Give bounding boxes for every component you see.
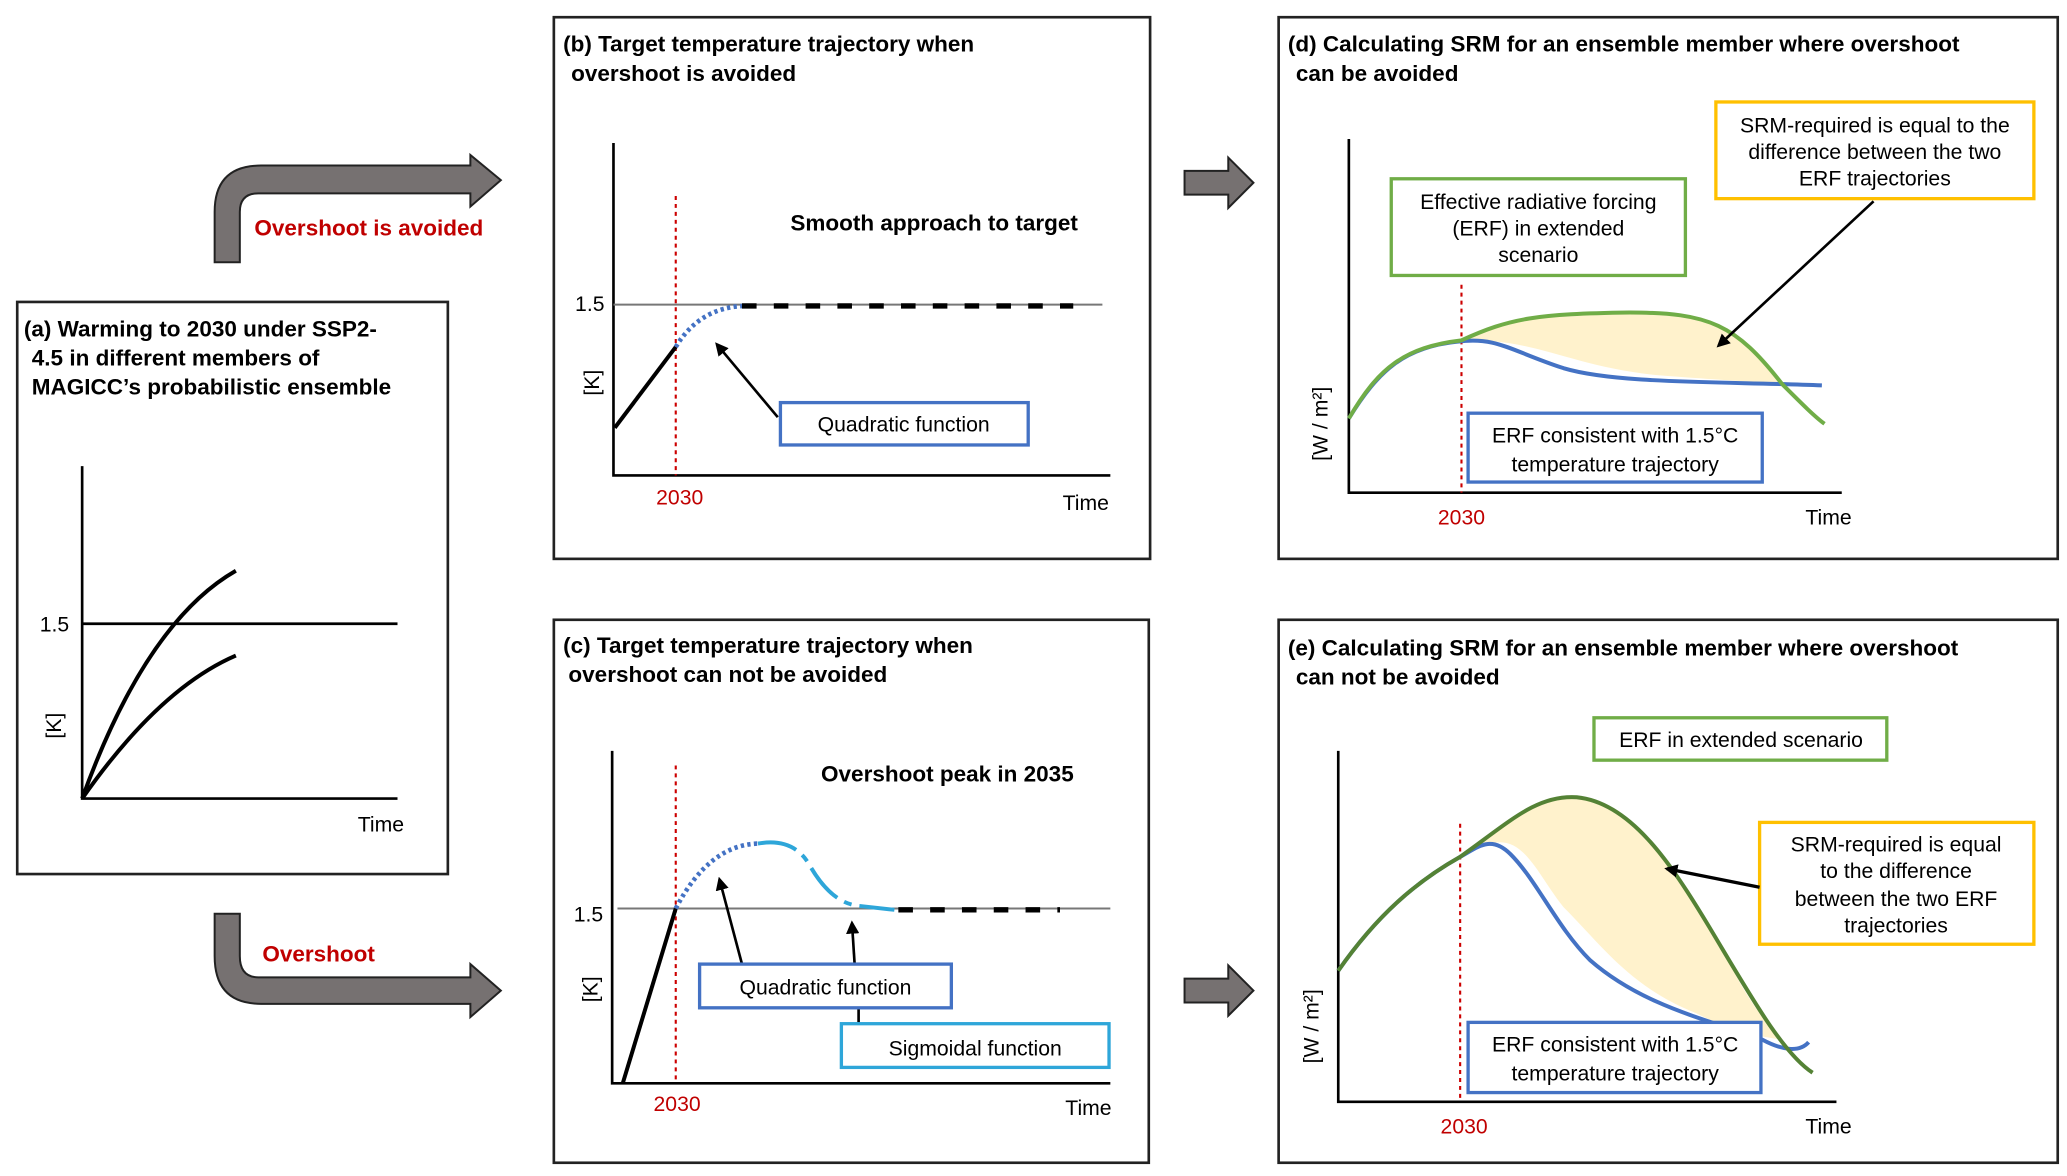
panel-e-y-label: [W / m²] [1300, 989, 1323, 1063]
panel-d-green-label-3: scenario [1498, 244, 1578, 267]
panel-d-green-label-1: Effective radiative forcing [1420, 191, 1656, 214]
panel-a-x-label: Time [358, 814, 404, 837]
panel-a-member-curve-low [80, 653, 237, 800]
panel-e-yellow-label-4: trajectories [1844, 914, 1948, 937]
overshoot-label: Overshoot [262, 941, 375, 966]
panel-a-y-label: [K] [43, 713, 66, 739]
overshoot-arrow [213, 912, 503, 1020]
panel-d-blue-label-2: temperature trajectory [1512, 453, 1720, 476]
panel-c-sigmoidal-label: Sigmoidal function [889, 1037, 1062, 1060]
overshoot-avoided-arrow [213, 152, 503, 264]
panel-c-x-tick: 2030 [653, 1093, 700, 1116]
panel-d-y-label: [W / m²] [1310, 387, 1333, 461]
panel-e-blue-label-2: temperature trajectory [1512, 1063, 1720, 1086]
panel-d-title-2: can be avoided [1296, 61, 1459, 86]
panel-a-title-2: 4.5 in different members of [32, 346, 320, 371]
panel-c-title-1: (c) Target temperature trajectory when [563, 633, 973, 658]
panel-b-y-tick: 1.5 [575, 293, 604, 316]
panel-d-srm-area [1461, 312, 1783, 385]
panel-d-blue-box [1466, 411, 1764, 484]
panel-e-green-label: ERF in extended scenario [1619, 729, 1863, 752]
panel-e-srm-area [1460, 797, 1783, 1040]
panel-b-y-label: [K] [581, 370, 604, 396]
panel-c-y-label: [K] [580, 976, 603, 1002]
panel-c-sigmoid-curve [757, 840, 895, 912]
panel-b-historical-line [613, 345, 678, 429]
arrow-c-to-e [1183, 963, 1255, 1019]
panel-e-erf-extended-curve [1336, 795, 1814, 1075]
panel-b-annotation: Smooth approach to target [790, 210, 1078, 235]
panel-c: (c) Target temperature trajectory when o… [552, 618, 1151, 1165]
panel-d-srm-pointer [1716, 200, 1875, 348]
panel-e-title-2: can not be avoided [1296, 665, 1500, 690]
panel-c-y-tick: 1.5 [574, 904, 603, 927]
panel-b-axes [612, 143, 1111, 477]
panel-c-title-2: overshoot can not be avoided [568, 662, 887, 687]
panel-e-srm-pointer [1664, 864, 1760, 889]
panel-d-yellow-label-1: SRM-required is equal to the [1740, 114, 2010, 137]
panel-c-axes [610, 750, 1111, 1085]
panel-e-axes [1336, 750, 1837, 1104]
panel-c-sigmoid-pointer [846, 920, 860, 965]
panel-d-yellow-label-2: difference between the two [1748, 141, 2001, 164]
panel-d-blue-label-1: ERF consistent with 1.5°C [1492, 424, 1738, 447]
panel-b-quadratic-box [778, 400, 1030, 447]
panel-c-quadratic-pointer [715, 876, 744, 965]
panel-b-x-tick: 2030 [656, 487, 703, 510]
panel-e-yellow-label-3: between the two ERF [1795, 888, 1998, 911]
panel-c-quadratic-curve [673, 841, 759, 910]
panel-d-yellow-box [1714, 100, 2036, 201]
panel-d-green-label-2: (ERF) in extended [1452, 218, 1624, 241]
panel-a-member-curve-high [80, 569, 237, 800]
overshoot-avoided-label: Overshoot is avoided [254, 216, 483, 241]
panel-e-blue-box [1466, 1020, 1763, 1095]
panel-a: (a) Warming to 2030 under SSP2- 4.5 in d… [15, 300, 450, 876]
panel-d-x-tick: 2030 [1438, 506, 1485, 529]
panel-c-sigmoidal-box [839, 1022, 1111, 1070]
panel-c-quadratic-label: Quadratic function [739, 977, 911, 1000]
arrow-b-to-d [1183, 155, 1255, 211]
panel-d-green-box [1389, 177, 1688, 278]
panel-e-title-1: (e) Calculating SRM for an ensemble memb… [1288, 636, 1959, 661]
panel-e-yellow-label-1: SRM-required is equal [1791, 834, 2002, 857]
panel-c-quadratic-box [697, 962, 954, 1010]
panel-e-x-label: Time [1805, 1116, 1851, 1139]
panel-d-x-label: Time [1805, 506, 1851, 529]
panel-e-yellow-box [1757, 820, 2036, 946]
panel-d: (d) Calculating SRM for an ensemble memb… [1277, 15, 2060, 561]
panel-d-yellow-label-3: ERF trajectories [1799, 167, 1951, 190]
panel-e-x-tick: 2030 [1441, 1116, 1488, 1139]
panel-e: (e) Calculating SRM for an ensemble memb… [1277, 618, 2060, 1165]
panel-b-pointer-arrow [715, 342, 779, 419]
panel-c-annotation: Overshoot peak in 2035 [821, 761, 1074, 786]
panel-b-quadratic-curve [673, 303, 745, 349]
panel-b: (b) Target temperature trajectory when o… [552, 15, 1152, 561]
panel-b-x-label: Time [1063, 492, 1109, 515]
panel-b-title-1: (b) Target temperature trajectory when [563, 32, 974, 57]
panel-e-blue-label-1: ERF consistent with 1.5°C [1492, 1034, 1738, 1057]
panel-a-y-tick: 1.5 [40, 614, 69, 637]
panel-d-erf-extended-curve [1347, 310, 1826, 426]
panel-a-title-1: (a) Warming to 2030 under SSP2- [24, 316, 377, 341]
panel-b-quadratic-label: Quadratic function [818, 414, 990, 437]
panel-d-axes [1347, 139, 1842, 494]
panel-c-x-label: Time [1065, 1097, 1111, 1120]
panel-a-title-3: MAGICC’s probabilistic ensemble [32, 375, 391, 400]
panel-c-historical-line [620, 907, 678, 1084]
panel-e-yellow-label-2: to the difference [1820, 860, 1972, 883]
panel-d-title-1: (d) Calculating SRM for an ensemble memb… [1288, 32, 1960, 57]
panel-b-title-2: overshoot is avoided [571, 61, 796, 86]
panel-e-green-box [1592, 716, 1889, 762]
